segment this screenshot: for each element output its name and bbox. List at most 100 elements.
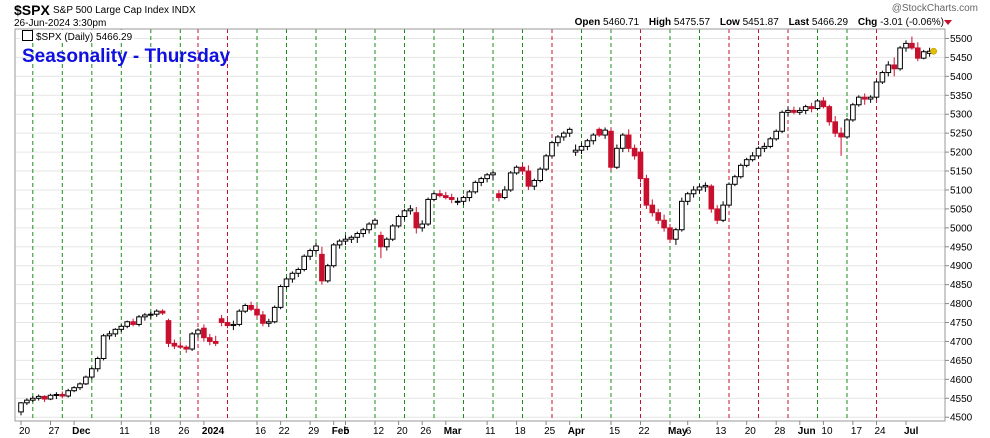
- candle-body: [330, 244, 337, 267]
- candle-body: [248, 304, 254, 310]
- candle-body: [100, 335, 107, 360]
- y-tick-label: 5400: [950, 72, 973, 83]
- candle-body: [171, 342, 178, 347]
- x-tick-label: 18: [149, 426, 161, 437]
- x-tick-label: 15: [609, 426, 621, 437]
- candle-body: [460, 197, 467, 202]
- candle-body: [242, 304, 248, 312]
- candle-body: [153, 310, 160, 315]
- chart-header: $SPX S&P 500 Large Cap Index INDX 26-Jun…: [0, 0, 990, 30]
- candle-body: [71, 387, 77, 392]
- candle-body: [195, 329, 201, 335]
- x-tick-label: 5: [344, 426, 350, 437]
- candle-body: [596, 128, 603, 136]
- candle-body: [407, 208, 414, 212]
- candle-body: [720, 204, 726, 221]
- candle-body: [395, 215, 402, 227]
- candle-body: [920, 51, 927, 59]
- candle-body: [873, 81, 880, 98]
- candle-body: [142, 314, 148, 318]
- x-tick-label: 20: [397, 426, 409, 437]
- candle-body: [419, 223, 425, 229]
- candle-body: [389, 225, 396, 240]
- x-tick-label: 17: [851, 426, 863, 437]
- x-tick-label: 18: [515, 426, 527, 437]
- symbol-label: $SPX: [14, 2, 50, 18]
- candle-body: [30, 397, 36, 401]
- candle-body: [94, 358, 101, 370]
- high-value: 5475.57: [673, 17, 711, 28]
- plot-frame: [14, 28, 946, 422]
- x-tick-label: 13: [715, 426, 727, 437]
- y-tick-label: 4500: [950, 413, 973, 424]
- candle-body: [448, 197, 455, 200]
- y-tick-label: 4950: [950, 242, 973, 253]
- candle-body: [844, 119, 850, 138]
- candle-body: [779, 111, 785, 132]
- x-tick-label: 22: [639, 426, 651, 437]
- y-axis-labels: 4500 4550 4600 4650 4700 4750 4800 4850 4900 4950…: [945, 34, 973, 424]
- candle-body: [148, 313, 154, 316]
- candle-body: [608, 130, 614, 168]
- watermark: @StockCharts.com: [891, 3, 978, 14]
- candle-body: [555, 136, 561, 144]
- candle-body: [472, 181, 479, 193]
- y-tick-label: 4650: [950, 356, 973, 367]
- candle-body: [230, 323, 237, 327]
- candle-body: [301, 255, 307, 271]
- candle-body: [738, 164, 744, 178]
- candle-body: [295, 269, 302, 274]
- candle-body: [443, 195, 449, 199]
- candle-body: [65, 390, 72, 397]
- candle-body: [820, 100, 827, 108]
- open-label: Open: [574, 17, 601, 28]
- candle-body: [861, 96, 868, 100]
- x-tick-label: May: [668, 426, 688, 437]
- legend-text: $SPX (Daily) 5466.29: [36, 32, 133, 43]
- candle-body: [283, 278, 290, 288]
- x-tick-label: Apr: [568, 426, 585, 437]
- y-tick-label: 5250: [950, 129, 973, 140]
- candle-body: [313, 245, 319, 252]
- candle-body: [867, 96, 874, 100]
- x-tick-label: 25: [544, 426, 556, 437]
- candle-body: [83, 376, 89, 385]
- candle-body: [18, 402, 24, 413]
- candle-body: [165, 320, 172, 344]
- x-tick-label: 26: [420, 426, 432, 437]
- x-tick-label: 12: [373, 426, 385, 437]
- chg-value: -3.01 (-0.06%): [880, 17, 944, 28]
- low-value: 5451.87: [742, 17, 779, 28]
- candle-body: [266, 321, 272, 324]
- x-tick-label: 20: [19, 426, 31, 437]
- chart-title: Seasonality - Thursday: [22, 46, 231, 67]
- candle-body: [543, 155, 549, 170]
- candle-body: [537, 168, 544, 181]
- candle-body: [549, 142, 555, 157]
- candle-body: [767, 138, 774, 147]
- candle-body: [89, 368, 95, 378]
- candle-body: [24, 399, 30, 404]
- candle-body: [909, 42, 915, 49]
- quote-bar: Open 5460.71 High 5475.57 Low 5451.87 La…: [575, 17, 944, 28]
- candle-body: [484, 174, 490, 180]
- y-tick-label: 4850: [950, 280, 973, 291]
- candle-body: [673, 229, 679, 240]
- low-label: Low: [719, 17, 740, 28]
- candle-body: [773, 130, 780, 140]
- plot-background: [15, 29, 945, 421]
- candle-body: [425, 198, 431, 225]
- candle-body: [348, 236, 355, 240]
- y-tick-label: 5200: [950, 148, 973, 159]
- candle-body: [189, 333, 195, 350]
- candle-body: [378, 234, 384, 248]
- candle-body: [59, 393, 66, 397]
- candle-body: [496, 193, 502, 199]
- candle-body: [431, 193, 437, 200]
- x-tick-label: 22: [279, 426, 291, 437]
- candle-body: [183, 346, 189, 350]
- y-tick-label: 4750: [950, 318, 973, 329]
- last-value: 5466.29: [811, 17, 849, 28]
- y-tick-label: 4800: [950, 299, 973, 310]
- candle-body: [478, 178, 484, 183]
